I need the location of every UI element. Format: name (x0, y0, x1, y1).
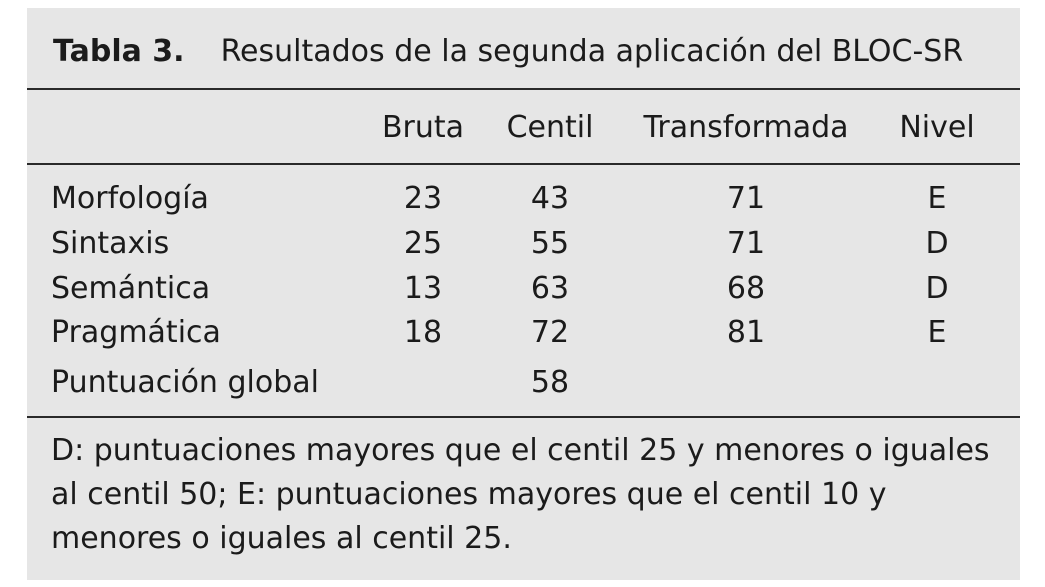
cell-transformada: 71 (726, 226, 766, 261)
row-label-sintaxis: Sintaxis (51, 226, 170, 261)
cell-transformada: 71 (726, 181, 766, 216)
cell-nivel: D (925, 271, 949, 306)
table-footnote: D: puntuaciones mayores que el centil 25… (51, 433, 990, 556)
cell-centil: 63 (530, 271, 570, 306)
row-label-pragmatica: Pragmática (51, 315, 221, 350)
header-centil: Centil (506, 110, 594, 145)
header-transformada: Transformada (643, 110, 849, 145)
cell-bruta: 13 (403, 271, 443, 306)
header-divider (27, 163, 1020, 165)
cell-centil: 72 (530, 315, 570, 350)
header-bruta: Bruta (381, 110, 465, 145)
cell-bruta: 18 (403, 315, 443, 350)
cell-bruta: 23 (403, 181, 443, 216)
cell-nivel: E (927, 181, 947, 216)
cell-transformada: 68 (726, 271, 766, 306)
results-table: Tabla 3. Resultados de la segunda aplica… (27, 8, 1020, 580)
row-label-semantica: Semántica (51, 271, 211, 306)
caption-divider (27, 88, 1020, 90)
cell-nivel: D (925, 226, 949, 261)
footer-divider (27, 416, 1020, 418)
table-title: Resultados de la segunda aplicación del … (220, 33, 964, 69)
cell-bruta: 25 (403, 226, 443, 261)
table-number: Tabla 3. (53, 33, 185, 69)
row-label-morfologia: Morfología (51, 181, 209, 216)
table-caption: Tabla 3. Resultados de la segunda aplica… (53, 28, 963, 74)
cell-centil: 43 (530, 181, 570, 216)
row-label-puntuacion-global: Puntuación global (51, 365, 319, 400)
header-nivel: Nivel (899, 110, 975, 145)
cell-centil: 58 (530, 365, 570, 400)
cell-transformada: 81 (726, 315, 766, 350)
cell-centil: 55 (530, 226, 570, 261)
cell-nivel: E (927, 315, 947, 350)
